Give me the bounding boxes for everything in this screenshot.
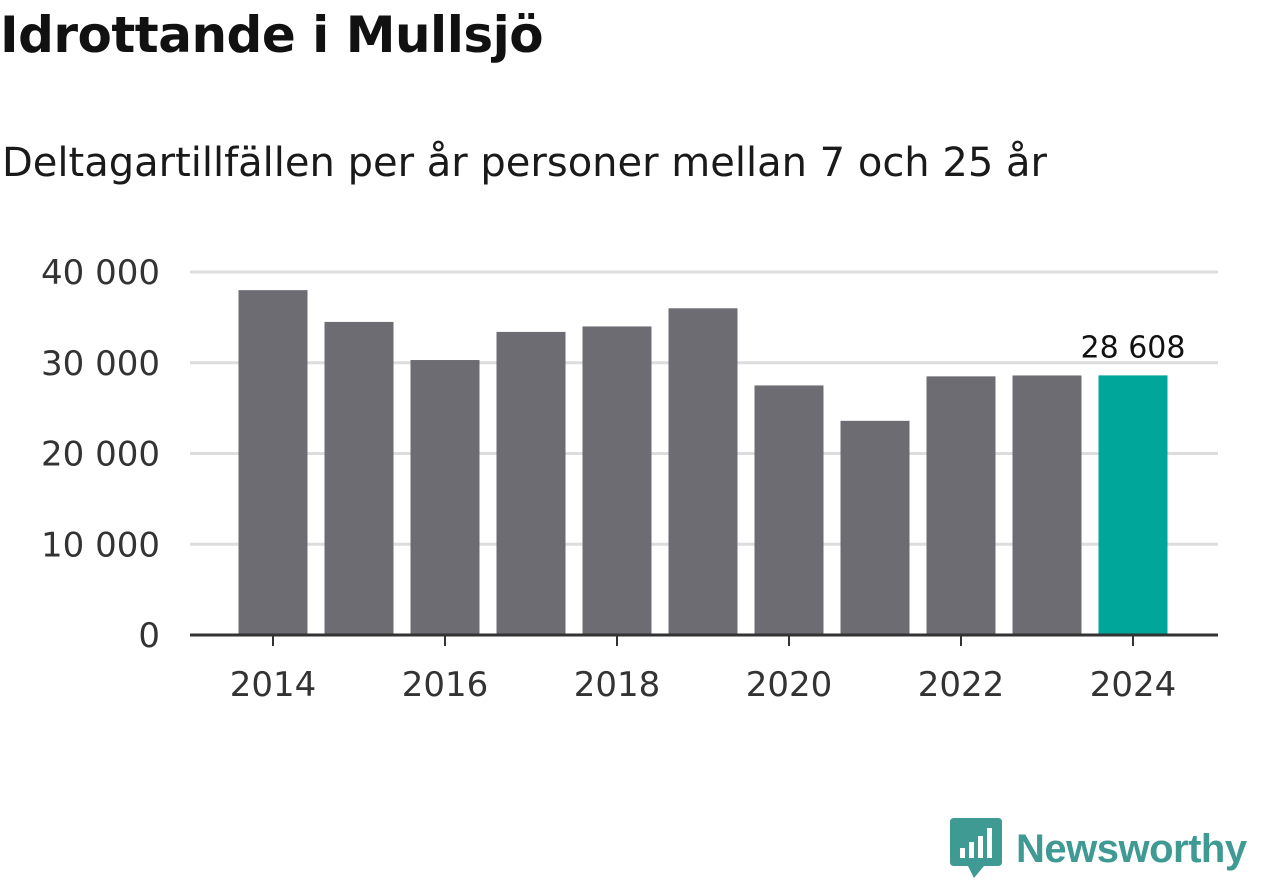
newsworthy-logo-icon bbox=[950, 818, 1002, 878]
x-tick-label-2022: 2022 bbox=[918, 665, 1005, 705]
x-tick-label-2014: 2014 bbox=[230, 665, 317, 705]
newsworthy-brand: Newsworthy bbox=[950, 818, 1247, 880]
y-tick-label-1: 10 000 bbox=[41, 525, 160, 565]
bar-2019 bbox=[668, 308, 738, 635]
chart-subtitle: Deltagartillfällen per år personer mella… bbox=[2, 140, 1047, 186]
x-tick-label-2024: 2024 bbox=[1090, 665, 1177, 705]
bar-2015 bbox=[324, 321, 394, 635]
data-label-2024: 28 608 bbox=[1081, 330, 1186, 365]
bar-2018 bbox=[582, 326, 652, 635]
bars bbox=[238, 290, 1168, 635]
y-tick-label-0: 0 bbox=[138, 616, 160, 656]
x-axis bbox=[190, 633, 1218, 646]
x-axis-labels: 2014 2016 2018 2020 2022 2024 bbox=[230, 665, 1177, 705]
y-tick-label-3: 30 000 bbox=[41, 344, 160, 384]
bar-2021 bbox=[840, 420, 910, 635]
x-tick-label-2020: 2020 bbox=[746, 665, 833, 705]
y-tick-label-2: 20 000 bbox=[41, 435, 160, 475]
bar-2022 bbox=[926, 376, 996, 635]
x-tick-label-2018: 2018 bbox=[574, 665, 661, 705]
bar-2020 bbox=[754, 385, 824, 635]
bar-2017 bbox=[496, 331, 566, 635]
x-tick-label-2016: 2016 bbox=[402, 665, 489, 705]
bar-2023 bbox=[1012, 375, 1082, 635]
brand-name: Newsworthy bbox=[1016, 826, 1247, 871]
bar-2024 bbox=[1098, 375, 1168, 635]
bar-2014 bbox=[238, 290, 308, 635]
y-tick-label-4: 40 000 bbox=[41, 253, 160, 293]
bar-2016 bbox=[410, 360, 480, 635]
chart-title: Idrottande i Mullsjö bbox=[0, 6, 544, 64]
data-labels: 28 608 bbox=[1081, 330, 1186, 365]
y-axis-labels: 0 10 000 20 000 30 000 40 000 bbox=[41, 253, 160, 656]
